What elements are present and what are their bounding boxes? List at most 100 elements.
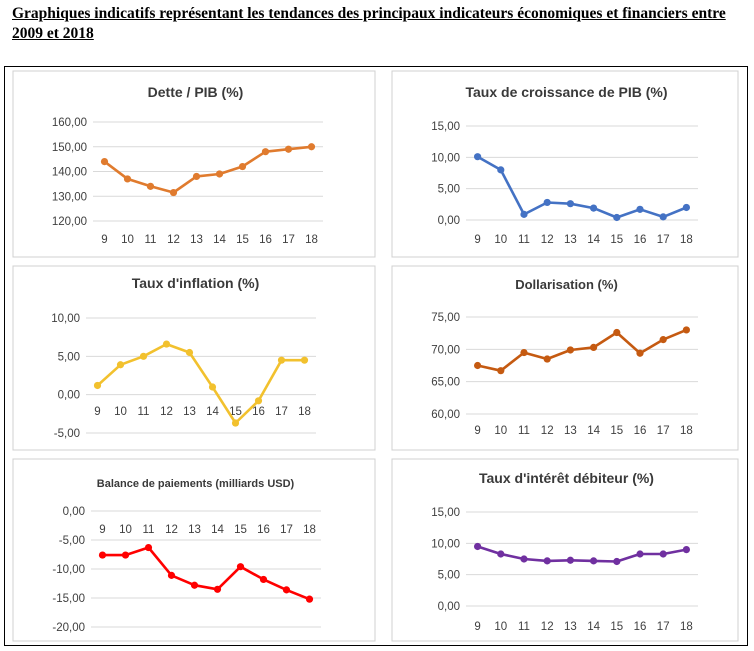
series-line: [96, 342, 305, 425]
charts-grid: [4, 66, 748, 646]
y-tick-label: 70,00: [431, 344, 460, 356]
chart-svg: Taux de croissance de PIB (%) 15,00 10,00 5…: [391, 70, 739, 258]
data-point: [682, 326, 690, 334]
y-tick-label: 60,00: [431, 409, 460, 421]
x-tick-label: 15: [236, 234, 249, 246]
x-tick-label: 13: [183, 406, 196, 418]
data-point: [284, 145, 293, 153]
data-point: [590, 557, 598, 565]
x-tick-label: 11: [518, 621, 530, 633]
page-title: Graphiques indicatifs représentant les t…: [12, 5, 726, 42]
x-tick-label: 15: [610, 425, 623, 437]
x-tick-label: 18: [680, 425, 693, 437]
data-point: [520, 555, 528, 563]
chart-panel: [391, 70, 739, 258]
data-point: [613, 328, 621, 337]
data-point: [307, 143, 316, 151]
data-point: [566, 556, 574, 564]
data-point: [474, 153, 482, 161]
chart-taux-interet: Taux d'intérêt débiteur (%) 15,00 10,00 5,0…: [386, 455, 747, 645]
chart-dollarisation: Dollarisation (%) 75,00 70,00 65,00 60,00 9 10…: [386, 262, 747, 455]
x-tick-label: 12: [165, 524, 178, 536]
x-tick-label: 9: [99, 524, 105, 536]
series-line: [477, 328, 687, 372]
data-point: [520, 348, 528, 357]
y-tick-label: 10,00: [431, 152, 460, 164]
data-point: [144, 543, 153, 552]
x-tick-label: 15: [610, 234, 623, 246]
x-tick-label: 11: [143, 524, 155, 536]
y-tick-label: -5,00: [59, 535, 85, 547]
data-point: [520, 210, 528, 218]
data-point: [613, 213, 621, 222]
x-tick-label: 15: [610, 621, 623, 633]
y-tick-label: -5,00: [54, 428, 80, 440]
y-tick-label: 15,00: [431, 121, 460, 133]
x-tick-label: 16: [634, 234, 647, 246]
data-point: [636, 550, 644, 558]
series-line: [102, 546, 310, 601]
x-tick-label: 10: [119, 524, 132, 536]
y-tick-label: -20,00: [52, 622, 85, 634]
x-tick-label: 11: [518, 425, 530, 437]
y-tick-label: 120,00: [52, 216, 87, 228]
x-tick-label: 10: [114, 406, 127, 418]
data-point: [474, 542, 482, 551]
data-point: [208, 383, 217, 391]
data-point: [190, 581, 199, 589]
chart-svg: Taux d'inflation (%) 10,00 5,00 0,00 -5,00 9 1…: [12, 265, 376, 451]
data-point: [261, 148, 270, 156]
data-point: [121, 551, 130, 559]
chart-dette-pib: Dette / PIB (%) 160,00 150,00 140,00 130,00 1…: [5, 67, 386, 262]
data-point: [167, 571, 176, 579]
chart-title: Dette / PIB (%): [148, 84, 244, 100]
x-tick-label: 18: [305, 234, 318, 246]
data-point: [636, 205, 644, 213]
data-point: [116, 361, 125, 369]
data-point: [682, 203, 690, 212]
data-point: [474, 361, 482, 370]
y-tick-label: 130,00: [52, 191, 87, 203]
chart-svg: Taux d'intérêt débiteur (%) 15,00 10,00 5,0…: [391, 458, 739, 642]
chart-title: Taux d'intérêt débiteur (%): [479, 470, 654, 486]
x-tick-label: 13: [564, 234, 577, 246]
y-tick-label: 0,00: [438, 215, 460, 227]
data-point: [590, 343, 598, 351]
data-point: [215, 170, 224, 178]
chart-balance-paiements: Balance de paiements (milliards USD) 0,00…: [5, 455, 386, 645]
x-tick-label: 17: [282, 234, 295, 246]
y-tick-label: 75,00: [431, 312, 460, 324]
x-tick-label: 9: [474, 621, 480, 633]
x-tick-label: 17: [657, 621, 670, 633]
x-tick-label: 17: [657, 425, 670, 437]
y-tick-label: 5,00: [438, 184, 460, 196]
data-point: [192, 172, 201, 181]
data-point: [139, 352, 148, 360]
y-tick-label: 160,00: [52, 117, 87, 129]
x-tick-label: 14: [206, 406, 219, 418]
x-tick-label: 9: [101, 234, 107, 246]
data-point: [300, 356, 309, 364]
data-point: [98, 551, 107, 559]
chart-panel: [12, 70, 376, 258]
x-tick-label: 16: [634, 621, 647, 633]
chart-title: Taux de croissance de PIB (%): [465, 84, 667, 100]
x-tick-label: 12: [160, 406, 173, 418]
y-tick-label: 65,00: [431, 377, 460, 389]
y-tick-label: 0,00: [58, 390, 80, 402]
x-tick-label: 18: [298, 406, 311, 418]
data-point: [590, 204, 598, 212]
data-point: [259, 575, 268, 584]
x-tick-label: 16: [259, 234, 272, 246]
x-tick-label: 18: [680, 621, 693, 633]
data-point: [123, 175, 132, 183]
data-point: [162, 340, 171, 348]
y-tick-label: -10,00: [52, 564, 85, 576]
data-point: [305, 595, 314, 603]
series-line: [103, 145, 312, 194]
x-tick-label: 15: [234, 524, 247, 536]
x-tick-label: 13: [564, 621, 577, 633]
x-tick-label: 12: [167, 234, 180, 246]
data-point: [277, 356, 286, 364]
x-tick-label: 14: [211, 524, 224, 536]
